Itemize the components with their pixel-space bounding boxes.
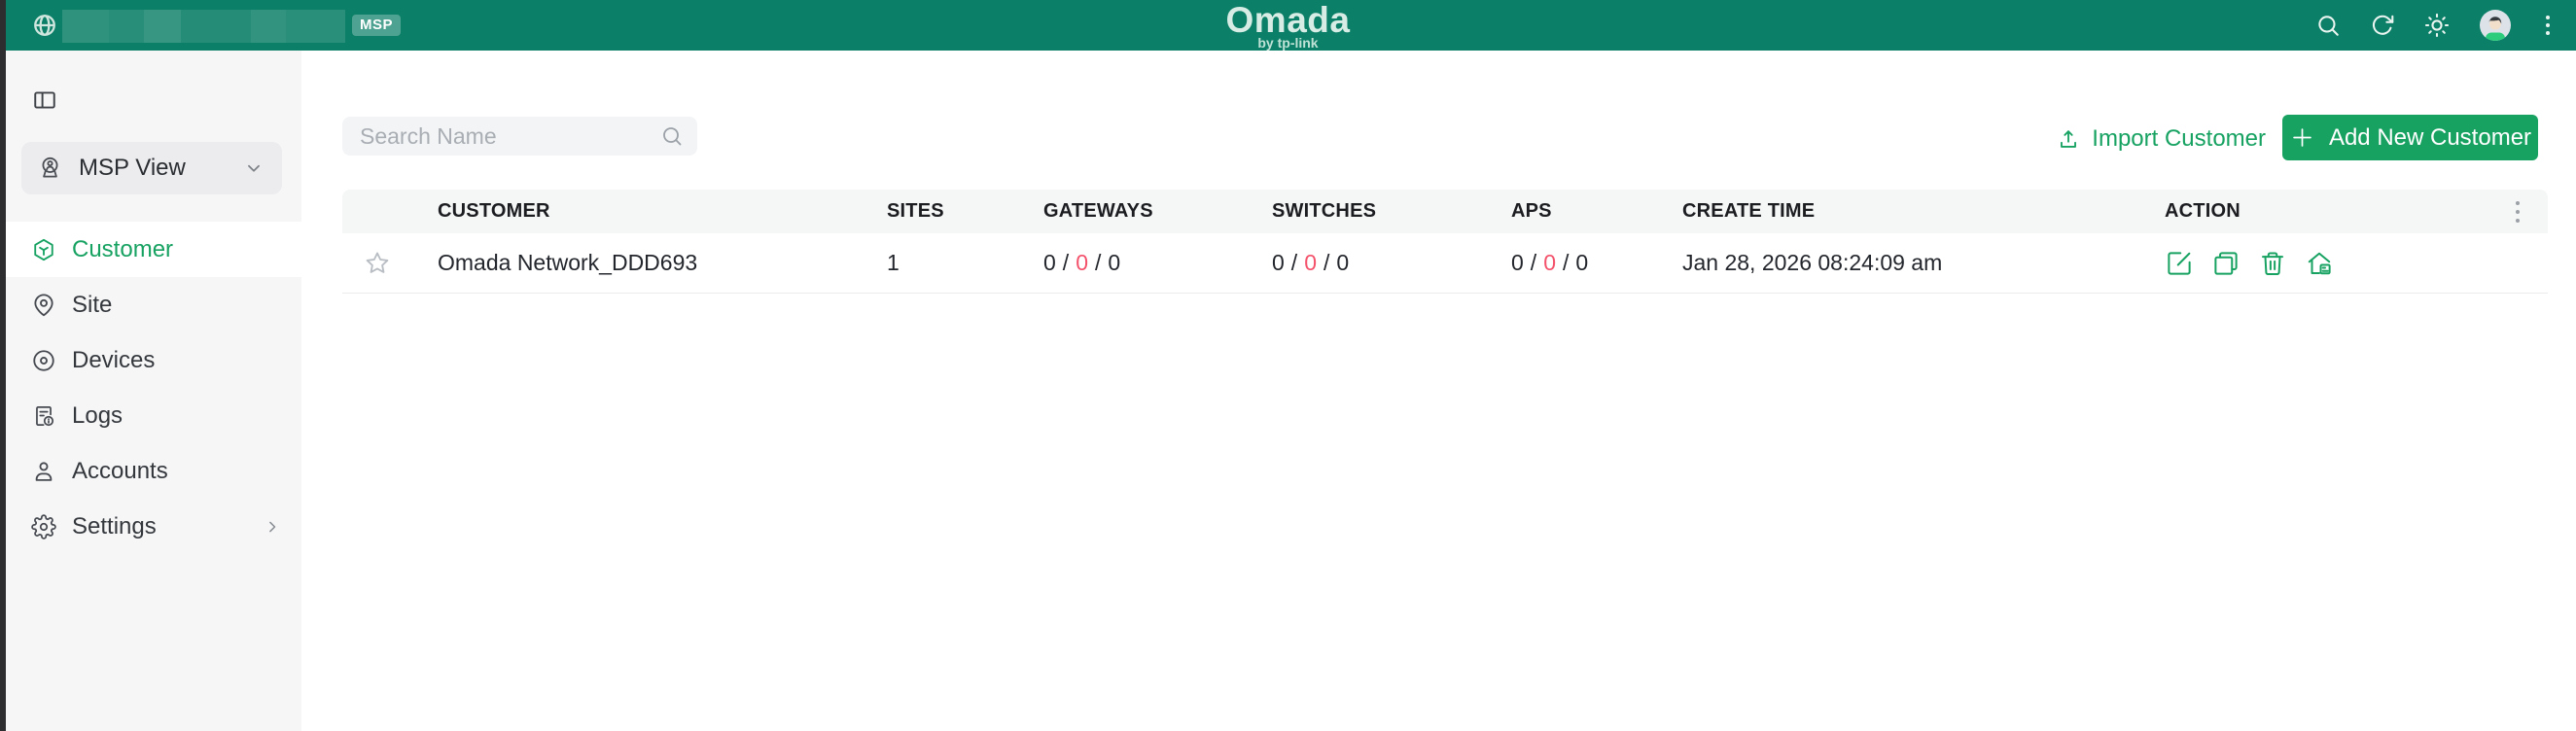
plus-icon <box>2289 124 2315 151</box>
devices-icon <box>31 348 56 373</box>
msp-view-label: MSP View <box>79 155 186 181</box>
add-new-customer-label: Add New Customer <box>2328 123 2532 151</box>
sidebar-item-label: Logs <box>72 401 124 429</box>
sites-count: 1 <box>887 250 900 275</box>
switches-connected: 0 <box>1272 250 1285 275</box>
search-icon[interactable] <box>660 124 684 148</box>
sidebar-item-devices[interactable]: Devices <box>6 332 301 388</box>
user-avatar[interactable] <box>2479 9 2512 42</box>
logs-icon <box>31 403 56 429</box>
window-edge <box>0 0 6 731</box>
edit-customer-icon[interactable] <box>2165 249 2194 278</box>
column-header-create-time[interactable]: CREATE TIME <box>1682 200 1816 222</box>
topbar-actions <box>2315 0 2555 51</box>
aps-connected: 0 <box>1511 250 1524 275</box>
sidebar-item-label: Customer <box>72 235 174 262</box>
import-customer-button[interactable]: Import Customer <box>2056 125 2266 153</box>
create-time: Jan 28, 2026 08:24:09 am <box>1682 250 1943 275</box>
msp-view-icon <box>37 156 63 182</box>
table-header-row: CUSTOMER SITES GATEWAYS SWITCHES APS CRE… <box>342 190 2548 233</box>
search-icon[interactable] <box>2315 13 2341 38</box>
search-name-input[interactable] <box>342 117 697 156</box>
gateways-isolated: 0 <box>1108 250 1121 275</box>
sidebar-menu: Customer Site Devices <box>6 222 301 554</box>
msp-badge: MSP <box>352 15 402 36</box>
settings-gear-icon <box>31 513 56 540</box>
column-settings-icon[interactable] <box>2513 198 2523 226</box>
column-header-action: ACTION <box>2165 200 2241 222</box>
add-new-customer-button[interactable]: Add New Customer <box>2282 115 2538 160</box>
column-header-sites[interactable]: SITES <box>887 200 944 222</box>
sidebar-item-customer[interactable]: Customer <box>6 222 301 277</box>
aps-disconnected: 0 <box>1543 250 1556 275</box>
delete-customer-icon[interactable] <box>2258 249 2287 278</box>
sidebar: MSP View Customer Site <box>6 51 301 731</box>
table-row[interactable]: Omada Network_DDD693 1 0/0/0 0/0/0 0/0/0… <box>342 233 2548 294</box>
row-actions <box>2165 249 2548 278</box>
aps-isolated: 0 <box>1575 250 1589 275</box>
logo-subtitle: by tp-link <box>1257 35 1319 51</box>
site-icon <box>31 293 56 318</box>
column-header-aps[interactable]: APS <box>1511 200 1552 222</box>
switches-status: 0/0/0 <box>1272 250 1350 275</box>
import-customer-label: Import Customer <box>2092 125 2266 152</box>
more-menu-icon[interactable] <box>2541 13 2555 38</box>
redacted-text-block <box>62 10 345 43</box>
main-content: Import Customer Add New Customer CUSTOME… <box>301 51 2576 731</box>
globe-icon[interactable] <box>32 13 57 38</box>
customer-icon <box>31 237 56 262</box>
sidebar-item-settings[interactable]: Settings <box>6 499 301 554</box>
chevron-right-icon <box>263 517 282 537</box>
sidebar-item-label: Site <box>72 291 113 318</box>
sidebar-collapse-icon[interactable] <box>32 87 57 113</box>
gateways-connected: 0 <box>1043 250 1056 275</box>
chevron-down-icon <box>243 157 265 179</box>
switches-isolated: 0 <box>1336 250 1350 275</box>
column-header-customer[interactable]: CUSTOMER <box>438 200 550 222</box>
customer-name[interactable]: Omada Network_DDD693 <box>438 250 698 275</box>
gateways-status: 0/0/0 <box>1043 250 1121 275</box>
favorite-star-icon[interactable] <box>342 249 412 278</box>
copy-customer-icon[interactable] <box>2211 249 2241 278</box>
refresh-icon[interactable] <box>2370 13 2395 38</box>
gateways-disconnected: 0 <box>1076 250 1088 275</box>
sidebar-item-label: Devices <box>72 346 156 373</box>
sidebar-item-label: Settings <box>72 512 157 540</box>
sidebar-item-label: Accounts <box>72 457 168 484</box>
accounts-icon <box>31 459 56 484</box>
switches-disconnected: 0 <box>1304 250 1317 275</box>
column-header-gateways[interactable]: GATEWAYS <box>1043 200 1153 222</box>
theme-sun-icon[interactable] <box>2424 13 2450 38</box>
column-header-switches[interactable]: SWITCHES <box>1272 200 1377 222</box>
upload-icon <box>2056 126 2081 152</box>
top-bar: MSP Omada by tp-link <box>0 0 2576 51</box>
sidebar-item-logs[interactable]: Logs <box>6 388 301 443</box>
sidebar-item-accounts[interactable]: Accounts <box>6 443 301 499</box>
aps-status: 0/0/0 <box>1511 250 1589 275</box>
sidebar-item-site[interactable]: Site <box>6 277 301 332</box>
msp-view-selector[interactable]: MSP View <box>21 142 282 194</box>
omada-logo: Omada by tp-link <box>1225 0 1351 51</box>
search-name-box <box>342 117 697 156</box>
logo-title: Omada <box>1225 0 1351 40</box>
launch-site-icon[interactable] <box>2305 249 2334 278</box>
customer-table: CUSTOMER SITES GATEWAYS SWITCHES APS CRE… <box>342 190 2548 294</box>
